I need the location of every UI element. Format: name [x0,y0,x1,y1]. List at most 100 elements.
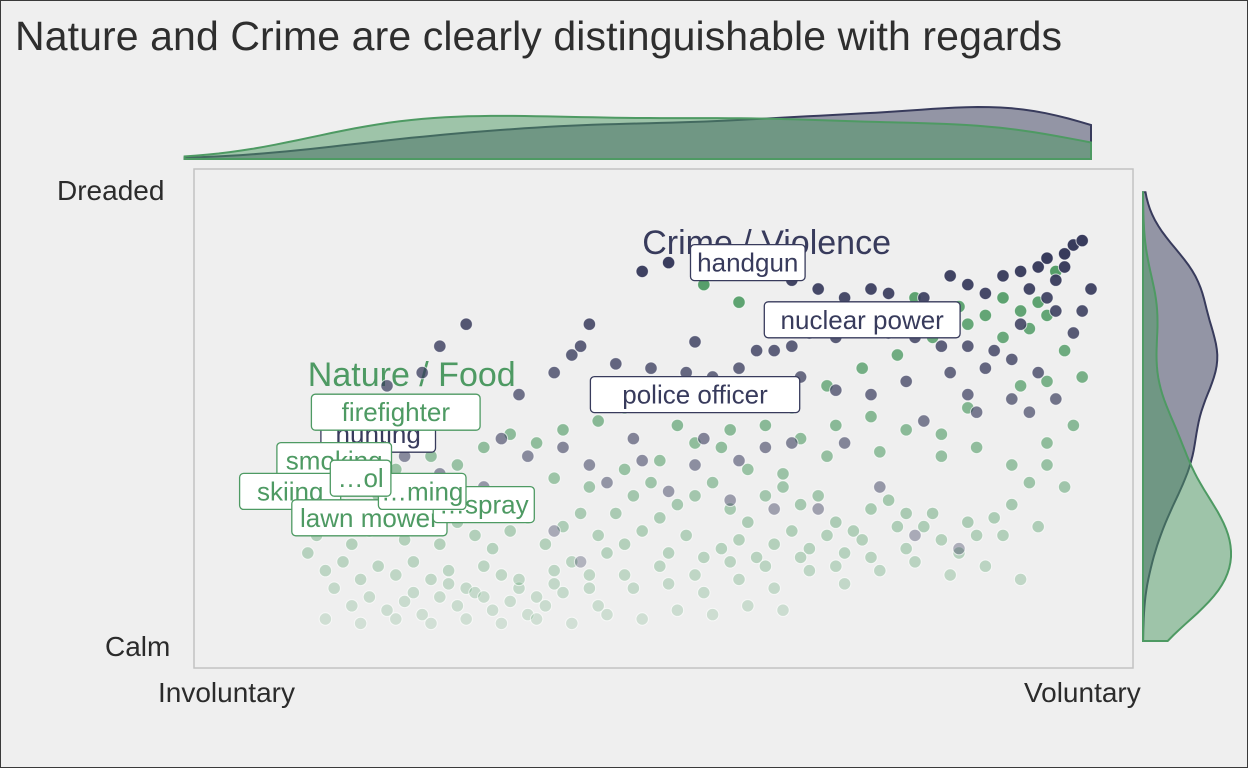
data-point-crime [512,387,526,402]
data-point-nature [1040,374,1054,389]
point-label: …ming [377,472,467,511]
data-point-crime [1031,260,1045,274]
data-point-crime [600,475,614,490]
data-point-nature [829,559,843,573]
data-point-nature [626,489,641,503]
data-point-crime [1022,405,1037,419]
point-label-text: …ming [381,476,463,506]
data-point-nature [389,568,403,582]
data-point-crime [459,317,473,331]
data-point-crime [829,383,843,397]
data-point-crime [917,414,931,428]
data-point-nature [1057,343,1072,358]
data-point-crime [837,436,852,450]
data-point-nature [635,524,649,538]
data-point-nature [591,528,605,543]
data-point-nature [714,541,729,556]
data-point-nature [908,555,922,569]
data-point-nature [723,555,737,569]
data-point-nature [952,546,966,560]
data-point-crime [978,286,993,301]
data-point-nature [547,471,561,485]
data-point-nature [485,541,500,556]
data-point-nature [433,590,447,604]
data-point-nature [855,361,869,375]
data-point-nature [793,550,808,565]
data-point-nature [996,291,1010,305]
data-point-nature [714,440,729,455]
data-point-nature [582,480,597,494]
point-label-text: handgun [697,248,798,278]
data-point-nature [1075,370,1089,384]
y-axis-low-label: Calm [105,631,171,662]
data-point-crime [582,458,597,472]
data-point-nature [441,577,456,591]
data-point-nature [679,528,693,543]
data-point-crime [1057,247,1072,261]
data-point-crime [1005,352,1019,367]
data-point-crime [785,339,799,353]
data-point-nature [389,612,403,626]
data-point-nature [362,590,377,604]
data-point-nature [336,555,350,569]
data-point-crime [732,361,746,375]
data-point-crime [873,480,887,494]
data-point-crime [433,339,447,353]
data-point-nature [494,616,509,631]
data-point-nature [415,607,429,622]
data-point-crime [749,343,764,358]
data-point-crime [1084,282,1098,296]
data-point-crime [582,317,597,331]
data-point-crime [961,277,975,292]
data-point-nature [705,475,720,490]
data-point-nature [591,599,605,613]
data-point-nature [441,563,456,578]
data-point-nature [943,568,957,582]
data-point-nature [829,418,843,433]
data-point-nature [573,506,588,521]
data-point-nature [582,581,597,595]
data-point-nature [653,559,667,573]
data-point-nature [653,453,667,468]
data-point-nature [697,550,711,565]
data-point-nature [802,541,817,556]
data-point-nature [741,462,755,477]
data-point-nature [380,603,394,617]
data-point-crime [881,286,896,301]
data-point-crime [1049,392,1063,406]
data-point-nature [371,559,385,573]
data-point-nature [318,612,333,626]
data-point-nature [996,330,1010,345]
data-point-nature [890,519,905,534]
data-point-crime [952,541,966,556]
data-point-nature [758,418,773,433]
data-point-nature [406,585,421,600]
data-point-crime [978,361,993,375]
data-point-nature [670,603,685,617]
data-point-nature [837,546,852,560]
data-point-crime [908,528,922,543]
data-point-nature [767,581,781,595]
top-density-nature [183,114,1092,160]
data-point-crime [1066,326,1081,340]
data-point-nature [758,489,773,503]
data-point-nature [345,537,359,551]
data-point-crime [635,453,649,468]
data-point-nature [1013,572,1028,587]
data-point-nature [829,515,843,529]
data-point-nature [917,519,931,534]
data-point-nature [1066,418,1081,433]
data-point-nature [749,550,764,565]
data-point-nature [820,449,834,463]
data-point-nature [424,572,438,587]
data-point-crime [969,405,984,419]
data-point-nature [301,546,315,560]
data-point-nature [353,572,368,587]
data-point-nature [670,418,685,433]
group-label: Nature / Food [308,356,516,394]
data-point-crime [996,269,1010,283]
data-point-crime [1040,291,1054,305]
data-point-nature [670,497,685,512]
data-point-nature [881,493,896,507]
